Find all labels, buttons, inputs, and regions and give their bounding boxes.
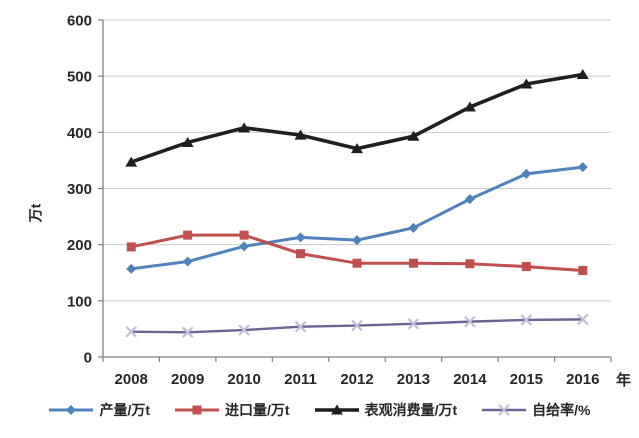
self-sufficiency-marker — [125, 325, 138, 338]
y-tick-label: 200 — [67, 237, 92, 254]
series-imports — [126, 230, 588, 276]
production-marker — [295, 232, 306, 243]
legend-item-production: 产量/万t — [48, 400, 150, 420]
y-tick-label: 0 — [84, 350, 92, 367]
production-legend-glyph — [49, 405, 94, 415]
y-tick-labels: 0 100 200 300 400 500 600 — [67, 13, 92, 367]
imports-marker — [352, 258, 362, 268]
x-tick-label: 2015 — [510, 371, 543, 388]
x-tick-label: 2016 — [566, 371, 599, 388]
y-tick-label: 600 — [67, 13, 92, 30]
y-tick-label: 500 — [67, 69, 92, 86]
production-marker — [66, 405, 77, 415]
self-sufficiency-marker — [498, 404, 510, 416]
production-legend-icon — [48, 403, 94, 417]
imports-legend-label: 进口量/万t — [225, 402, 290, 418]
production-marker — [352, 235, 362, 246]
apparent-consumption-marker — [463, 101, 476, 112]
x-tick-labels: 2008 2009 2010 2011 2012 2013 2014 2015 2016 — [115, 371, 600, 388]
legend: 产量/万t 进口量/万t 表观消费量/万t 自给率/% — [0, 400, 639, 420]
apparent-consumption-marker — [407, 130, 420, 141]
series-production — [126, 162, 588, 274]
x-tick-label: 2013 — [397, 371, 430, 388]
y-tick-label: 400 — [67, 125, 92, 142]
x-tick-label: 2014 — [453, 371, 487, 388]
imports-legend-icon — [174, 403, 220, 417]
axes — [98, 19, 612, 362]
production-marker — [239, 241, 250, 252]
self-sufficiency-legend-icon — [481, 403, 527, 417]
production-line — [129, 165, 585, 271]
self-sufficiency-legend-glyph — [482, 404, 527, 416]
apparent-consumption-legend-icon — [314, 403, 360, 417]
apparent-consumption-legend-glyph — [314, 404, 359, 415]
imports-marker — [408, 258, 418, 268]
production-marker — [408, 222, 419, 233]
self-sufficiency-marker — [407, 318, 420, 330]
x-axis-unit-label: 年 — [616, 372, 632, 389]
imports-marker — [192, 405, 202, 415]
x-tick-label: 2012 — [340, 371, 373, 388]
imports-marker — [183, 230, 193, 240]
imports-legend-glyph — [175, 405, 220, 415]
legend-item-imports: 进口量/万t — [174, 400, 290, 420]
apparent-consumption-marker — [330, 404, 343, 415]
self-sufficiency-legend-label: 自给率/% — [532, 402, 591, 418]
imports-marker — [126, 242, 136, 252]
apparent-consumption-legend-label: 表观消费量/万t — [364, 402, 458, 418]
production-legend-label: 产量/万t — [99, 402, 151, 418]
legend-item-self-sufficiency: 自给率/% — [481, 400, 591, 420]
production-marker — [521, 168, 532, 179]
production-marker — [577, 162, 588, 173]
x-tick-label: 2011 — [284, 371, 317, 388]
self-sufficiency-marker — [576, 313, 589, 326]
self-sufficiency-marker — [351, 319, 363, 332]
imports-marker — [239, 230, 249, 240]
production-marker — [464, 194, 475, 205]
y-tick-label: 300 — [67, 181, 92, 198]
y-axis-unit-label: 万t — [27, 203, 44, 223]
x-tick-label: 2008 — [115, 371, 148, 388]
x-tick-label: 2009 — [171, 371, 204, 388]
production-marker — [182, 256, 193, 267]
self-sufficiency-marker — [464, 315, 476, 328]
apparent-consumption-marker — [351, 143, 363, 154]
production-marker — [126, 263, 137, 274]
apparent-consumption-marker — [294, 129, 307, 140]
apparent-consumption-marker — [520, 78, 533, 89]
apparent-consumption-marker — [125, 156, 138, 167]
imports-marker — [296, 249, 306, 259]
apparent-consumption-marker — [576, 68, 589, 79]
self-sufficiency-marker — [294, 320, 307, 333]
self-sufficiency-marker — [520, 314, 533, 326]
self-sufficiency-marker — [181, 326, 194, 339]
x-tick-label: 2010 — [227, 371, 260, 388]
apparent-consumption-marker — [181, 136, 194, 147]
imports-marker — [578, 266, 588, 276]
y-tick-label: 100 — [67, 293, 92, 310]
imports-marker — [521, 262, 531, 272]
legend-item-apparent-consumption: 表观消费量/万t — [314, 400, 458, 420]
series-apparent-consumption — [125, 68, 589, 167]
series-self-sufficiency — [125, 313, 589, 339]
imports-marker — [465, 259, 475, 269]
apparent-consumption-marker — [238, 122, 251, 133]
gridlines — [103, 19, 611, 302]
self-sufficiency-marker — [238, 324, 250, 336]
